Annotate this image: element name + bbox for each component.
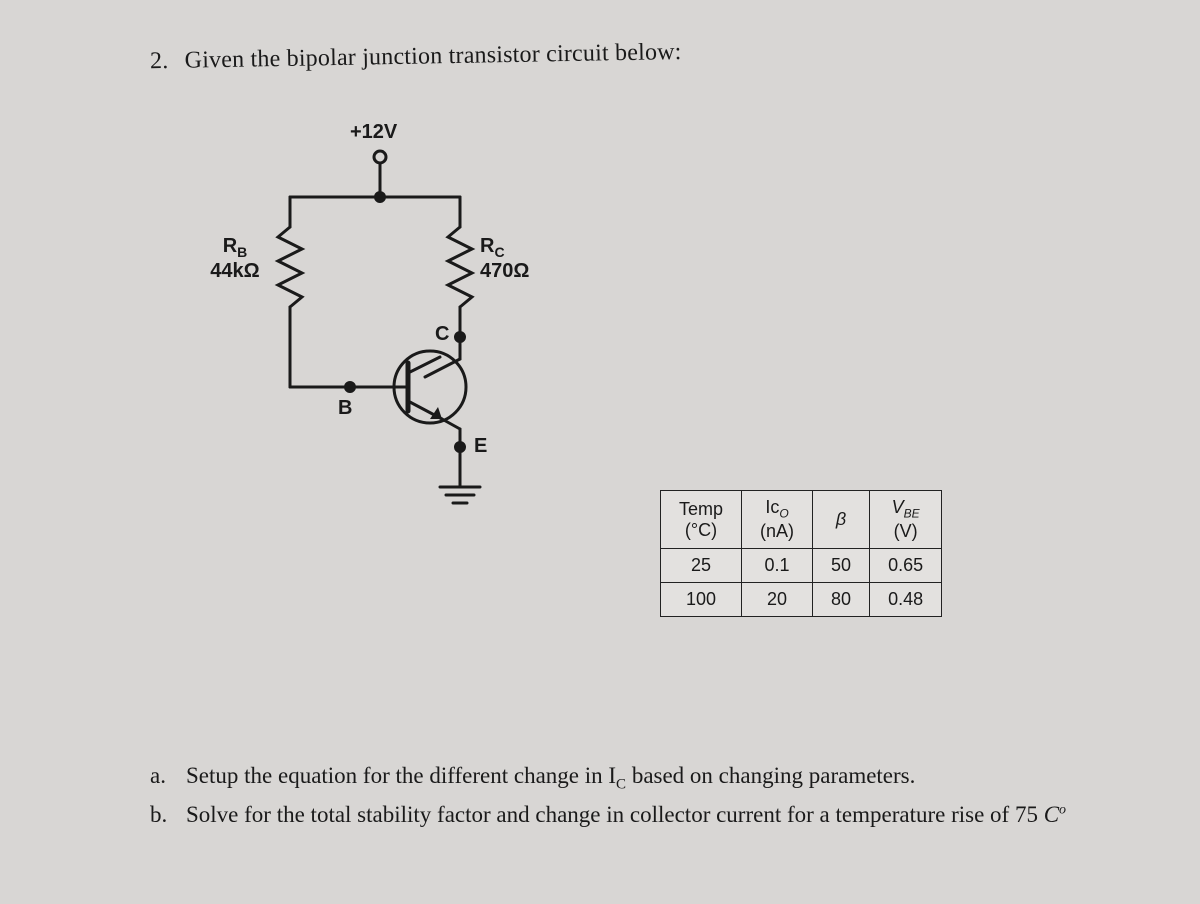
q-letter-b: b. [150,799,186,830]
questions: a. Setup the equation for the different … [150,760,1100,834]
rb-sub: B [237,244,247,260]
q-text-b: Solve for the total stability factor and… [186,799,1100,830]
question-a: a. Setup the equation for the different … [150,760,1100,795]
q-text-a: Setup the equation for the different cha… [186,760,1100,795]
rb-value: 44kΩ [210,260,259,282]
table-header-row: Temp (°C) IcO (nA) β VBE (V) [661,491,942,549]
cell-vbe: 0.65 [870,549,942,583]
vbe-bottom: (V) [894,521,918,541]
rc-sub: C [494,244,504,260]
cell-beta: 50 [813,549,870,583]
cell-ico: 20 [742,583,813,617]
vbe-top: VBE [892,497,920,517]
table-row: 100 20 80 0.48 [661,583,942,617]
cell-vbe: 0.48 [870,583,942,617]
problem-intro-text: Given the bipolar junction transistor ci… [184,39,681,74]
rc-value: 470Ω [480,260,529,282]
table-head: Temp (°C) IcO (nA) β VBE (V) [661,491,942,549]
temp-top: Temp [679,499,723,519]
question-b: b. Solve for the total stability factor … [150,799,1100,830]
cell-beta: 80 [813,583,870,617]
th-vbe: VBE (V) [870,491,942,549]
ico-bottom: (nA) [760,521,794,541]
problem-intro: 2. Given the bipolar junction transistor… [150,32,1100,76]
cell-temp: 100 [661,583,742,617]
ico-top: IcO [765,497,788,517]
node-e-label: E [474,435,487,458]
th-ico: IcO (nA) [742,491,813,549]
node-b-label: B [338,397,352,420]
rc-label: RC 470Ω [480,235,560,283]
cell-temp: 25 [661,549,742,583]
rb-name: R [223,235,237,257]
th-temp: Temp (°C) [661,491,742,549]
parameter-table: Temp (°C) IcO (nA) β VBE (V) 25 0.1 [660,490,942,617]
supply-label: +12V [350,121,397,144]
problem-number: 2. [150,48,169,75]
table-row: 25 0.1 50 0.65 [661,549,942,583]
table-body: 25 0.1 50 0.65 100 20 80 0.48 [661,549,942,617]
q-letter-a: a. [150,760,186,795]
node-c-label: C [435,323,449,346]
rc-name: R [480,235,494,257]
cell-ico: 0.1 [742,549,813,583]
circuit-diagram: +12V RB 44kΩ RC 470Ω C B E [230,127,630,527]
beta-label: β [836,509,846,529]
page: 2. Given the bipolar junction transistor… [0,0,1200,904]
circuit-svg [230,127,630,547]
rb-label: RB 44kΩ [200,235,270,283]
th-beta: β [813,491,870,549]
temp-bottom: (°C) [685,520,717,540]
